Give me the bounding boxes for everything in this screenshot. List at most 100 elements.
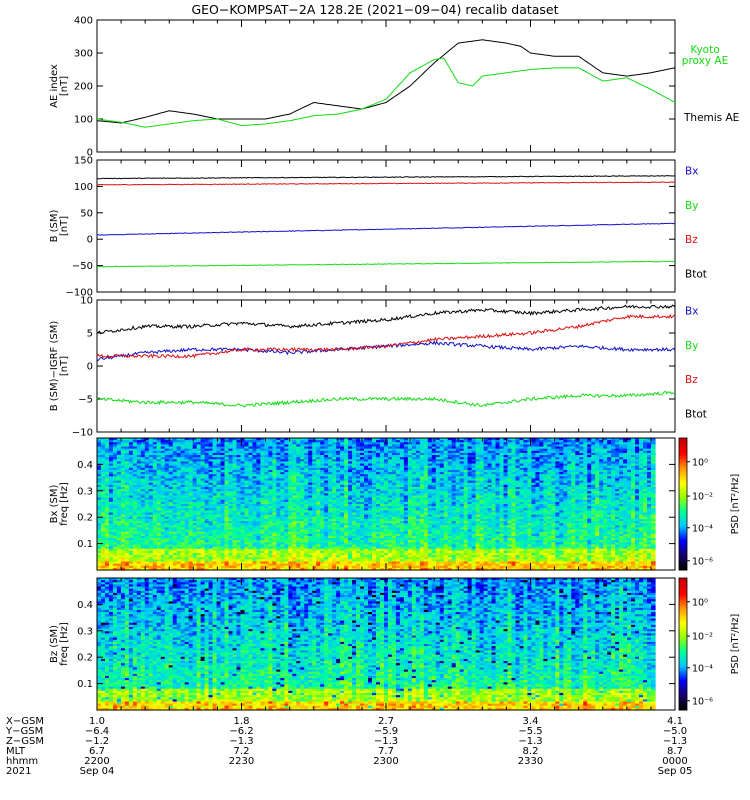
bx-spectrogram-cell [332, 472, 337, 475]
bx-spectrogram-cell [391, 442, 397, 445]
bx-spectrogram-cell [116, 527, 122, 531]
bx-spectrogram-cell [387, 452, 393, 456]
bx-spectrogram-cell [152, 495, 158, 499]
bx-spectrogram-cell [172, 501, 178, 505]
bx-spectrogram-cell [248, 527, 254, 531]
bx-spectrogram-cell [148, 491, 154, 494]
bx-spectrogram-cell [200, 448, 206, 452]
bx-spectrogram-cell [148, 482, 154, 486]
bx-spectrogram-cell [184, 467, 190, 471]
bx-spectrogram-cell [360, 474, 365, 477]
bx-spectrogram-cell [240, 499, 246, 503]
bx-spectrogram-cell [292, 463, 297, 467]
bx-spectrogram-cell [352, 459, 357, 463]
bx-spectrogram-cell [97, 544, 102, 548]
bx-spectrogram-cell [360, 538, 365, 541]
bx-spectrogram-cell [132, 538, 138, 541]
bx-spectrogram-cell [116, 504, 122, 507]
bx-spectrogram-cell [292, 438, 297, 441]
bx-spectrogram-cell [288, 495, 293, 499]
bx-spectrogram-cell [236, 469, 242, 473]
bx-spectrogram-cell [356, 540, 361, 543]
bx-spectrogram-cell [192, 465, 198, 469]
bx-spectrogram-cell [328, 444, 333, 448]
bx-spectrogram-cell [328, 459, 333, 463]
bx-spectrogram-cell [264, 504, 269, 507]
bx-spectrogram-cell [164, 548, 170, 552]
bx-spectrogram-cell [244, 491, 250, 494]
bx-spectrogram-cell [236, 495, 242, 499]
bx-spectrogram-cell [128, 567, 134, 571]
bx-spectrogram-cell [160, 538, 166, 541]
bx-spectrogram-cell [272, 514, 277, 518]
bx-spectrogram-cell [156, 480, 162, 484]
bx-spectrogram-cell [395, 444, 401, 448]
bx-spectrogram-cell [300, 533, 305, 537]
bx-spectrogram-cell [368, 461, 373, 465]
bx-spectrogram-cell [308, 510, 313, 514]
bx-spectrogram-cell [220, 442, 226, 445]
bx-spectrogram-cell [387, 544, 393, 548]
bx-spectrogram-cell [180, 450, 186, 454]
bx-spectrogram-cell [364, 486, 369, 490]
bx-spectrogram-cell [100, 565, 106, 569]
bx-spectrogram-cell [288, 472, 293, 475]
bx-spectrogram-cell [252, 452, 258, 456]
bx-spectrogram-cell [100, 555, 106, 558]
bx-spectrogram-cell [296, 544, 301, 548]
bx-spectrogram-cell [256, 561, 262, 565]
bx-spectrogram-cell [344, 452, 349, 456]
bx-spectrogram-cell [164, 514, 170, 518]
bx-spectrogram-cell [192, 461, 198, 465]
bx-spectrogram-cell [332, 523, 337, 526]
bx-spectrogram-cell [236, 482, 242, 486]
bx-spectrogram-cell [360, 533, 365, 537]
bx-spectrogram-cell [276, 459, 281, 463]
bx-spectrogram-cell [320, 567, 325, 571]
bx-spectrogram-cell [244, 497, 250, 501]
bx-spectrogram-cell [340, 491, 345, 494]
bx-spectrogram-cell [364, 452, 369, 456]
bx-spectrogram-cell [97, 559, 102, 563]
bx-spectrogram-cell [184, 493, 190, 497]
bx-spectrogram-cell [248, 476, 254, 480]
bx-spectrogram-cell [372, 552, 377, 556]
bx-spectrogram-cell [272, 446, 277, 450]
bx-spectrogram-cell [364, 442, 369, 445]
bx-spectrogram-cell [352, 525, 357, 529]
bx-spectrogram-cell [196, 452, 202, 456]
bx-spectrogram-cell [376, 482, 381, 486]
bx-spectrogram-cell [100, 546, 106, 550]
bx-spectrogram-cell [216, 467, 222, 471]
bx-spectrogram-cell [156, 478, 162, 482]
bx-spectrogram-cell [100, 559, 106, 563]
bx-spectrogram-cell [316, 563, 321, 567]
bx-spectrogram-cell [332, 474, 337, 477]
db-panel-series-by [96, 390, 676, 408]
bx-spectrogram-cell [260, 497, 265, 501]
bx-spectrogram-cell [360, 455, 365, 458]
bx-spectrogram-cell [172, 444, 178, 448]
bx-spectrogram-cell [132, 546, 138, 550]
bx-spectrogram-cell [344, 544, 349, 548]
bx-spectrogram-cell [395, 531, 401, 535]
bx-spectrogram-cell [372, 450, 377, 454]
bx-spectrogram-cell [372, 514, 377, 518]
bx-spectrogram-cell [328, 474, 333, 477]
bx-spectrogram-cell [260, 561, 265, 565]
bx-spectrogram-cell [100, 442, 106, 445]
bx-spectrogram-cell [336, 548, 341, 552]
bx-spectrogram-cell [364, 440, 369, 443]
bx-spectrogram-cell [340, 461, 345, 465]
bx-spectrogram-cell [180, 525, 186, 529]
bx-spectrogram-cell [240, 493, 246, 497]
bx-spectrogram-cell [284, 478, 289, 482]
bx-spectrogram-cell [407, 516, 413, 520]
bx-spectrogram-cell [292, 461, 297, 465]
bx-spectrogram-cell [344, 546, 349, 550]
bx-spectrogram-cell [260, 533, 265, 537]
bx-spectrogram-cell [387, 501, 393, 505]
bx-spectrogram-cell [395, 461, 401, 465]
bx-spectrogram-cell [168, 438, 174, 441]
bx-spectrogram-cell [240, 455, 246, 458]
